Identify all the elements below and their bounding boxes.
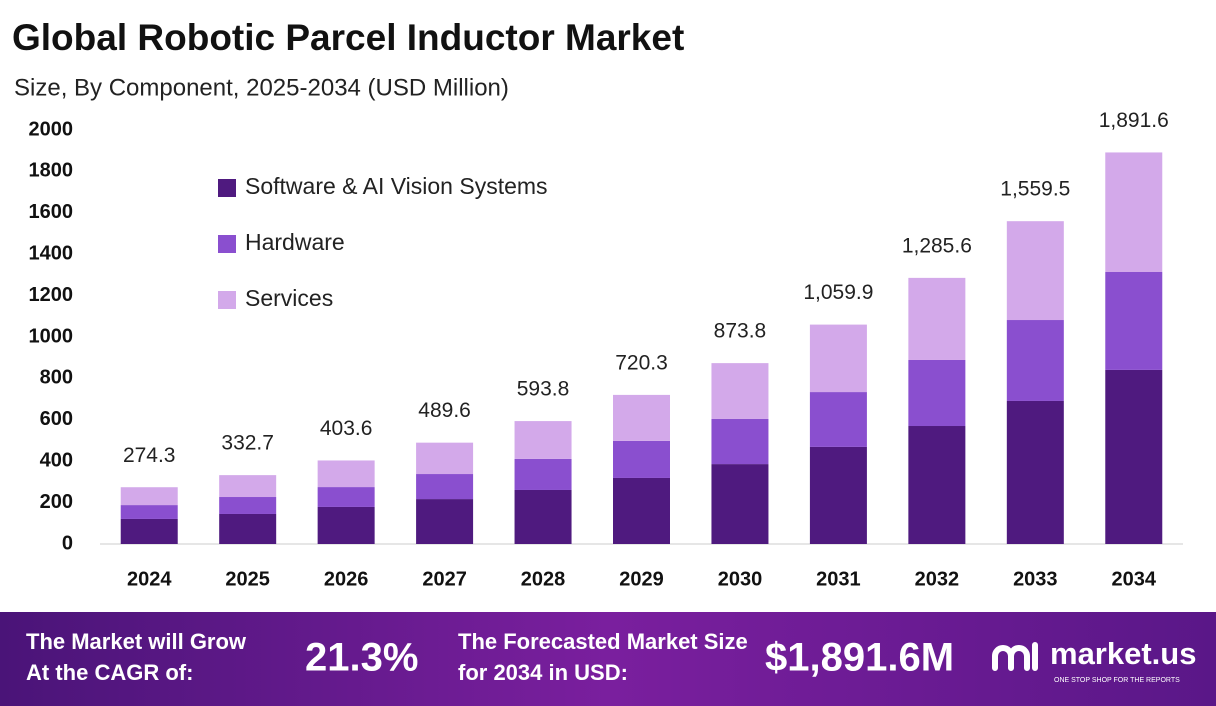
bar-segment (219, 513, 277, 544)
total-label: 274.3 (123, 444, 176, 467)
bar-segment (416, 442, 474, 475)
bar-segment (809, 324, 867, 393)
bar-segment (1105, 152, 1163, 273)
x-tick-label: 2027 (422, 568, 467, 590)
bar-segment (219, 475, 277, 498)
bar-segment (1006, 400, 1064, 544)
total-label: 1,891.6 (1099, 109, 1169, 132)
bar-segment (908, 277, 966, 360)
x-tick-label: 2028 (521, 568, 566, 590)
legend-swatch (218, 291, 236, 309)
bar-segment (809, 446, 867, 544)
legend-label: Software & AI Vision Systems (245, 173, 548, 199)
brand-tagline: ONE STOP SHOP FOR THE REPORTS (1054, 677, 1180, 684)
y-tick-label: 800 (40, 367, 73, 389)
bar-segment (416, 474, 474, 500)
bar-segment (120, 518, 178, 544)
bar-segment (613, 394, 670, 441)
x-tick-label: 2030 (718, 568, 763, 590)
x-tick-label: 2026 (324, 568, 369, 590)
brand-logo (992, 642, 1038, 671)
total-label: 403.6 (320, 417, 373, 440)
total-label: 489.6 (418, 399, 471, 422)
y-tick-label: 1800 (29, 160, 74, 182)
total-label: 720.3 (615, 351, 668, 374)
x-tick-label: 2033 (1013, 568, 1058, 590)
bar-segment (1105, 369, 1163, 544)
chart-title: Global Robotic Parcel Inductor Market (12, 17, 684, 58)
bar-segment (317, 506, 375, 544)
bar-segment (120, 505, 178, 519)
chart-subtitle: Size, By Component, 2025-2034 (USD Milli… (14, 74, 509, 101)
bar-segment (613, 477, 670, 544)
bar-segment (514, 458, 572, 490)
x-tick-label: 2029 (619, 568, 664, 590)
bar-segment (1006, 221, 1064, 321)
forecast-value: $1,891.6M (765, 636, 954, 680)
cagr-text: The Market will Grow At the CAGR of: (26, 629, 247, 685)
bar-segment (711, 418, 769, 465)
total-label: 1,285.6 (902, 234, 972, 257)
bar-segment (514, 489, 572, 544)
legend-label: Hardware (245, 229, 345, 255)
y-tick-label: 0 (62, 532, 73, 554)
y-tick-label: 400 (40, 449, 73, 471)
y-tick-label: 1400 (29, 242, 74, 264)
x-tick-label: 2024 (127, 568, 172, 590)
bar-segment (711, 363, 769, 419)
total-label: 332.7 (221, 432, 274, 455)
total-label: 1,559.5 (1000, 178, 1070, 201)
bar-segment (1006, 320, 1064, 401)
bar-segment (1105, 272, 1163, 370)
brand: market.us (1050, 636, 1196, 671)
bar-segment (416, 499, 474, 544)
bar-segment (809, 392, 867, 447)
legend-swatch (218, 179, 236, 197)
y-tick-label: 1000 (29, 325, 74, 347)
bar-segment (317, 460, 375, 488)
y-tick-label: 2000 (29, 118, 74, 140)
x-tick-label: 2034 (1112, 568, 1157, 590)
bar-segment (908, 359, 966, 427)
x-tick-label: 2031 (816, 568, 861, 590)
bar-segment (514, 421, 572, 459)
bar-segment (317, 487, 375, 507)
y-tick-label: 1200 (29, 284, 74, 306)
forecast-text: The Forecasted Market Size for 2034 in US… (458, 629, 748, 685)
bar-segment (219, 497, 277, 514)
bar-segment (613, 440, 670, 478)
total-label: 593.8 (517, 378, 570, 401)
x-tick-label: 2025 (225, 568, 270, 590)
y-tick-label: 1600 (29, 201, 74, 223)
total-label: 1,059.9 (803, 281, 873, 304)
legend-swatch (218, 235, 236, 253)
y-tick-label: 600 (40, 408, 73, 430)
bar-segment (120, 487, 178, 506)
x-tick-label: 2032 (915, 568, 960, 590)
y-tick-label: 200 (40, 491, 73, 513)
cagr-value: 21.3% (305, 636, 418, 680)
bar-segment (908, 426, 966, 544)
legend-label: Services (245, 285, 333, 311)
bar-segment (711, 464, 769, 544)
total-label: 873.8 (714, 320, 767, 343)
